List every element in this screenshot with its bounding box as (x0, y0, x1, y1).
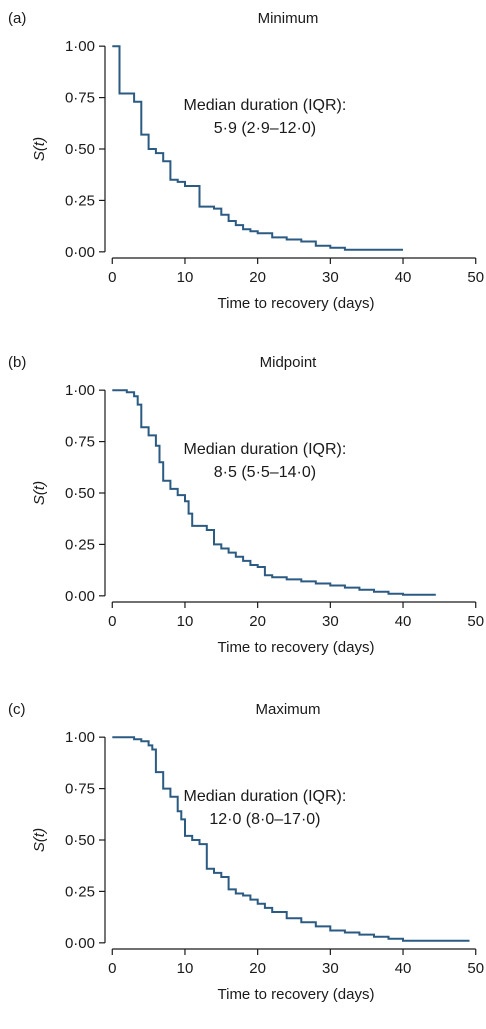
x-tick-label: 10 (177, 613, 194, 630)
x-axis-title: Time to recovery (days) (218, 639, 375, 656)
y-tick-label: 0·00 (65, 588, 95, 605)
x-tick-label: 30 (322, 960, 339, 977)
x-tick-label: 30 (322, 613, 339, 630)
median-annotation-line-2: 5·9 (2·9–12·0) (214, 120, 316, 137)
x-tick-label: 50 (467, 960, 484, 977)
x-tick-label: 20 (249, 269, 266, 286)
panel-title: Minimum (258, 10, 319, 27)
panel-title: Maximum (255, 701, 320, 718)
median-annotation-line-1: Median duration (IQR): (184, 441, 347, 458)
median-annotation-line-2: 8·5 (5·5–14·0) (214, 464, 316, 481)
x-tick-label: 20 (249, 960, 266, 977)
y-tick-label: 0·25 (65, 883, 95, 900)
y-axis-title: S(t) (31, 137, 48, 161)
x-tick-label: 40 (395, 960, 412, 977)
x-tick-label: 0 (108, 960, 116, 977)
panel-label: (a) (8, 10, 26, 27)
panel-label: (b) (8, 354, 26, 371)
y-tick-label: 0·50 (65, 141, 95, 158)
x-tick-label: 50 (467, 269, 484, 286)
panel-c: (c) Maximum 0·00 0·25 0·50 0·75 1·00 0 10 20 30 40 5… (8, 701, 484, 1003)
panel-title: Midpoint (260, 354, 318, 371)
y-tick-label: 0·50 (65, 485, 95, 502)
panel-b: (b) Midpoint 0·00 0·25 0·50 0·75 1·00 0 10 20 30 40… (8, 354, 484, 656)
y-tick-label: 0·50 (65, 832, 95, 849)
x-tick-label: 40 (395, 613, 412, 630)
x-axis-title: Time to recovery (days) (218, 295, 375, 312)
survival-curve-c (112, 736, 470, 942)
y-tick-label: 0·75 (65, 434, 95, 451)
y-tick-label: 0·75 (65, 781, 95, 798)
x-tick-label: 10 (177, 269, 194, 286)
y-axis-title: S(t) (31, 481, 48, 505)
y-tick-label: 0·00 (65, 935, 95, 952)
y-tick-label: 1·00 (65, 729, 95, 746)
y-tick-label: 0·75 (65, 90, 95, 107)
median-annotation-line-1: Median duration (IQR): (184, 788, 347, 805)
y-tick-label: 1·00 (65, 38, 95, 55)
median-annotation-line-2: 12·0 (8·0–17·0) (209, 811, 320, 828)
x-tick-label: 0 (108, 269, 116, 286)
panel-label: (c) (8, 701, 26, 718)
x-tick-label: 50 (467, 613, 484, 630)
x-tick-label: 30 (322, 269, 339, 286)
x-axis-title: Time to recovery (days) (218, 986, 375, 1003)
x-tick-label: 40 (395, 269, 412, 286)
y-tick-label: 1·00 (65, 382, 95, 399)
x-tick-label: 10 (177, 960, 194, 977)
x-tick-label: 0 (108, 613, 116, 630)
y-tick-label: 0·00 (65, 244, 95, 261)
y-tick-label: 0·25 (65, 192, 95, 209)
panel-a: (a) Minimum 0·00 0·25 0·50 0·75 1·00 0 10 20 30 40 5… (8, 10, 484, 312)
survival-curve-a (112, 45, 403, 251)
survival-curve-b (112, 389, 436, 596)
median-annotation-line-1: Median duration (IQR): (184, 97, 347, 114)
y-tick-label: 0·25 (65, 536, 95, 553)
y-axis-title: S(t) (31, 828, 48, 852)
x-tick-label: 20 (249, 613, 266, 630)
